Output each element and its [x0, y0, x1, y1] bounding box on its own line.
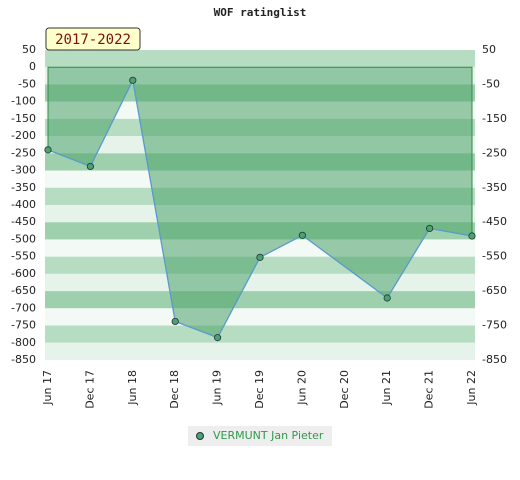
- x-tick-label: Jun 22: [465, 370, 478, 406]
- y2-tick-label: -250: [482, 146, 507, 159]
- legend: [188, 426, 332, 446]
- grid-band: [45, 50, 475, 68]
- legend-marker: [196, 432, 204, 440]
- y-tick-label: -600: [11, 267, 36, 280]
- y-tick-label: -250: [11, 146, 36, 159]
- y-tick-label: -50: [18, 77, 36, 90]
- y-tick-label: -850: [11, 353, 36, 366]
- y-tick-label: -800: [11, 336, 36, 349]
- y-tick-label: -200: [11, 129, 36, 142]
- y2-tick-label: -350: [482, 181, 507, 194]
- x-tick-label: Dec 17: [83, 370, 96, 409]
- y2-tick-label: -50: [482, 77, 500, 90]
- x-tick-label: Jun 19: [211, 370, 224, 406]
- grid-band: [45, 325, 475, 343]
- y-tick-label: -300: [11, 164, 36, 177]
- x-tick-label: Jun 18: [126, 370, 139, 406]
- point: [129, 76, 137, 84]
- y-tick-label: -500: [11, 232, 36, 245]
- point: [298, 231, 306, 239]
- annotation-box: [45, 27, 141, 51]
- grid-band: [45, 273, 475, 292]
- x-tick-label: Dec 20: [338, 370, 351, 409]
- point: [383, 294, 391, 302]
- x-tick-label: Dec 18: [168, 370, 181, 409]
- point: [256, 253, 264, 261]
- legend-label: VERMUNT Jan Pieter: [213, 429, 324, 442]
- chart-title: WOF ratinglist: [214, 6, 307, 19]
- y2-tick-label: -450: [482, 215, 507, 228]
- y-tick-label: -450: [11, 215, 36, 228]
- point: [425, 224, 434, 233]
- y2-tick-label: 50: [482, 43, 496, 56]
- grid-band: [45, 308, 475, 326]
- point: [86, 162, 95, 171]
- y2-tick-label: -550: [482, 250, 507, 263]
- x-tick-label: Jun 21: [380, 370, 393, 406]
- y-tick-label: -700: [11, 301, 36, 314]
- x-tick-label: Dec 19: [253, 370, 266, 409]
- y-tick-label: -650: [11, 284, 36, 297]
- y2-tick-label: -850: [482, 353, 507, 366]
- point: [44, 146, 52, 154]
- y-tick-label: -400: [11, 198, 36, 211]
- y2-tick-label: -150: [482, 112, 507, 125]
- y-tick-label: -750: [11, 319, 36, 332]
- annotation: 2017-2022: [55, 32, 131, 48]
- x-tick-label: Jun 20: [295, 370, 308, 406]
- x-tick-label: Dec 21: [423, 370, 436, 409]
- line: [47, 78, 473, 339]
- y2-tick-label: -650: [482, 284, 507, 297]
- point: [468, 232, 476, 240]
- y2-tick-label: -750: [482, 319, 507, 332]
- point: [171, 317, 179, 326]
- y-tick-label: -550: [11, 250, 36, 263]
- y-tick-label: -100: [11, 95, 36, 108]
- y-tick-label: 0: [29, 60, 36, 73]
- y-tick-label: 50: [22, 43, 36, 56]
- point: [214, 334, 222, 342]
- grid-band: [45, 291, 475, 309]
- y-tick-label: -150: [11, 112, 36, 125]
- y-tick-label: -350: [11, 181, 36, 194]
- x-tick-label: Jun 17: [41, 370, 54, 406]
- grid-band: [45, 342, 475, 360]
